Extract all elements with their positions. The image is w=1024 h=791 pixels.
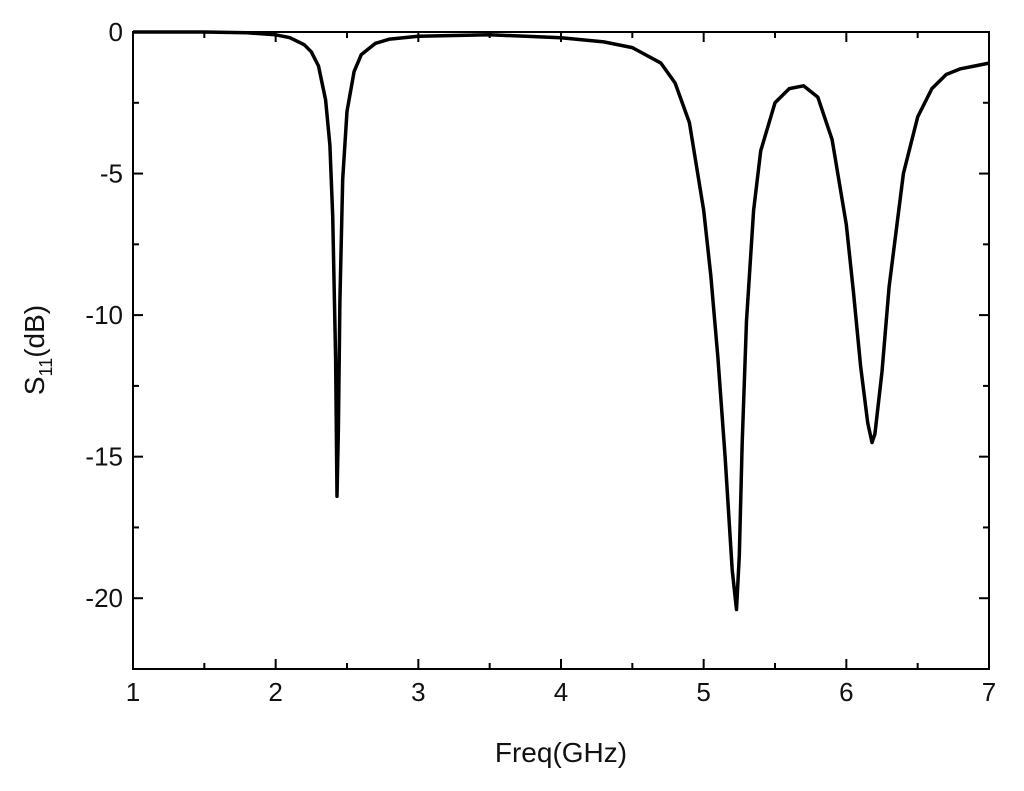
x-axis-title: Freq(GHz) bbox=[495, 737, 627, 768]
y-axis-title: S11(dB) bbox=[19, 305, 56, 395]
x-tick-label: 7 bbox=[982, 677, 996, 707]
s11-curve bbox=[133, 30, 990, 612]
y-tick-label: -5 bbox=[100, 159, 123, 189]
x-tick-label: 5 bbox=[696, 677, 710, 707]
x-tick-label: 1 bbox=[126, 677, 140, 707]
y-tick-label: -20 bbox=[85, 583, 123, 613]
y-axis-title-main: S bbox=[19, 376, 50, 395]
y-tick-label: -10 bbox=[85, 300, 123, 330]
y-axis-title-tail: (dB) bbox=[19, 305, 50, 358]
x-tick-label: 4 bbox=[554, 677, 568, 707]
y-tick-label: 0 bbox=[109, 17, 123, 47]
ticks-layer: 1 2 3 4 5 6 7 0 -5 -10 -15 -20 bbox=[85, 17, 996, 707]
curve-layer bbox=[133, 30, 990, 612]
x-tick-label: 6 bbox=[839, 677, 853, 707]
x-tick-label: 2 bbox=[268, 677, 282, 707]
x-tick-label: 3 bbox=[411, 677, 425, 707]
y-axis-title-subscript: 11 bbox=[36, 358, 56, 377]
y-tick-label: -15 bbox=[85, 442, 123, 472]
